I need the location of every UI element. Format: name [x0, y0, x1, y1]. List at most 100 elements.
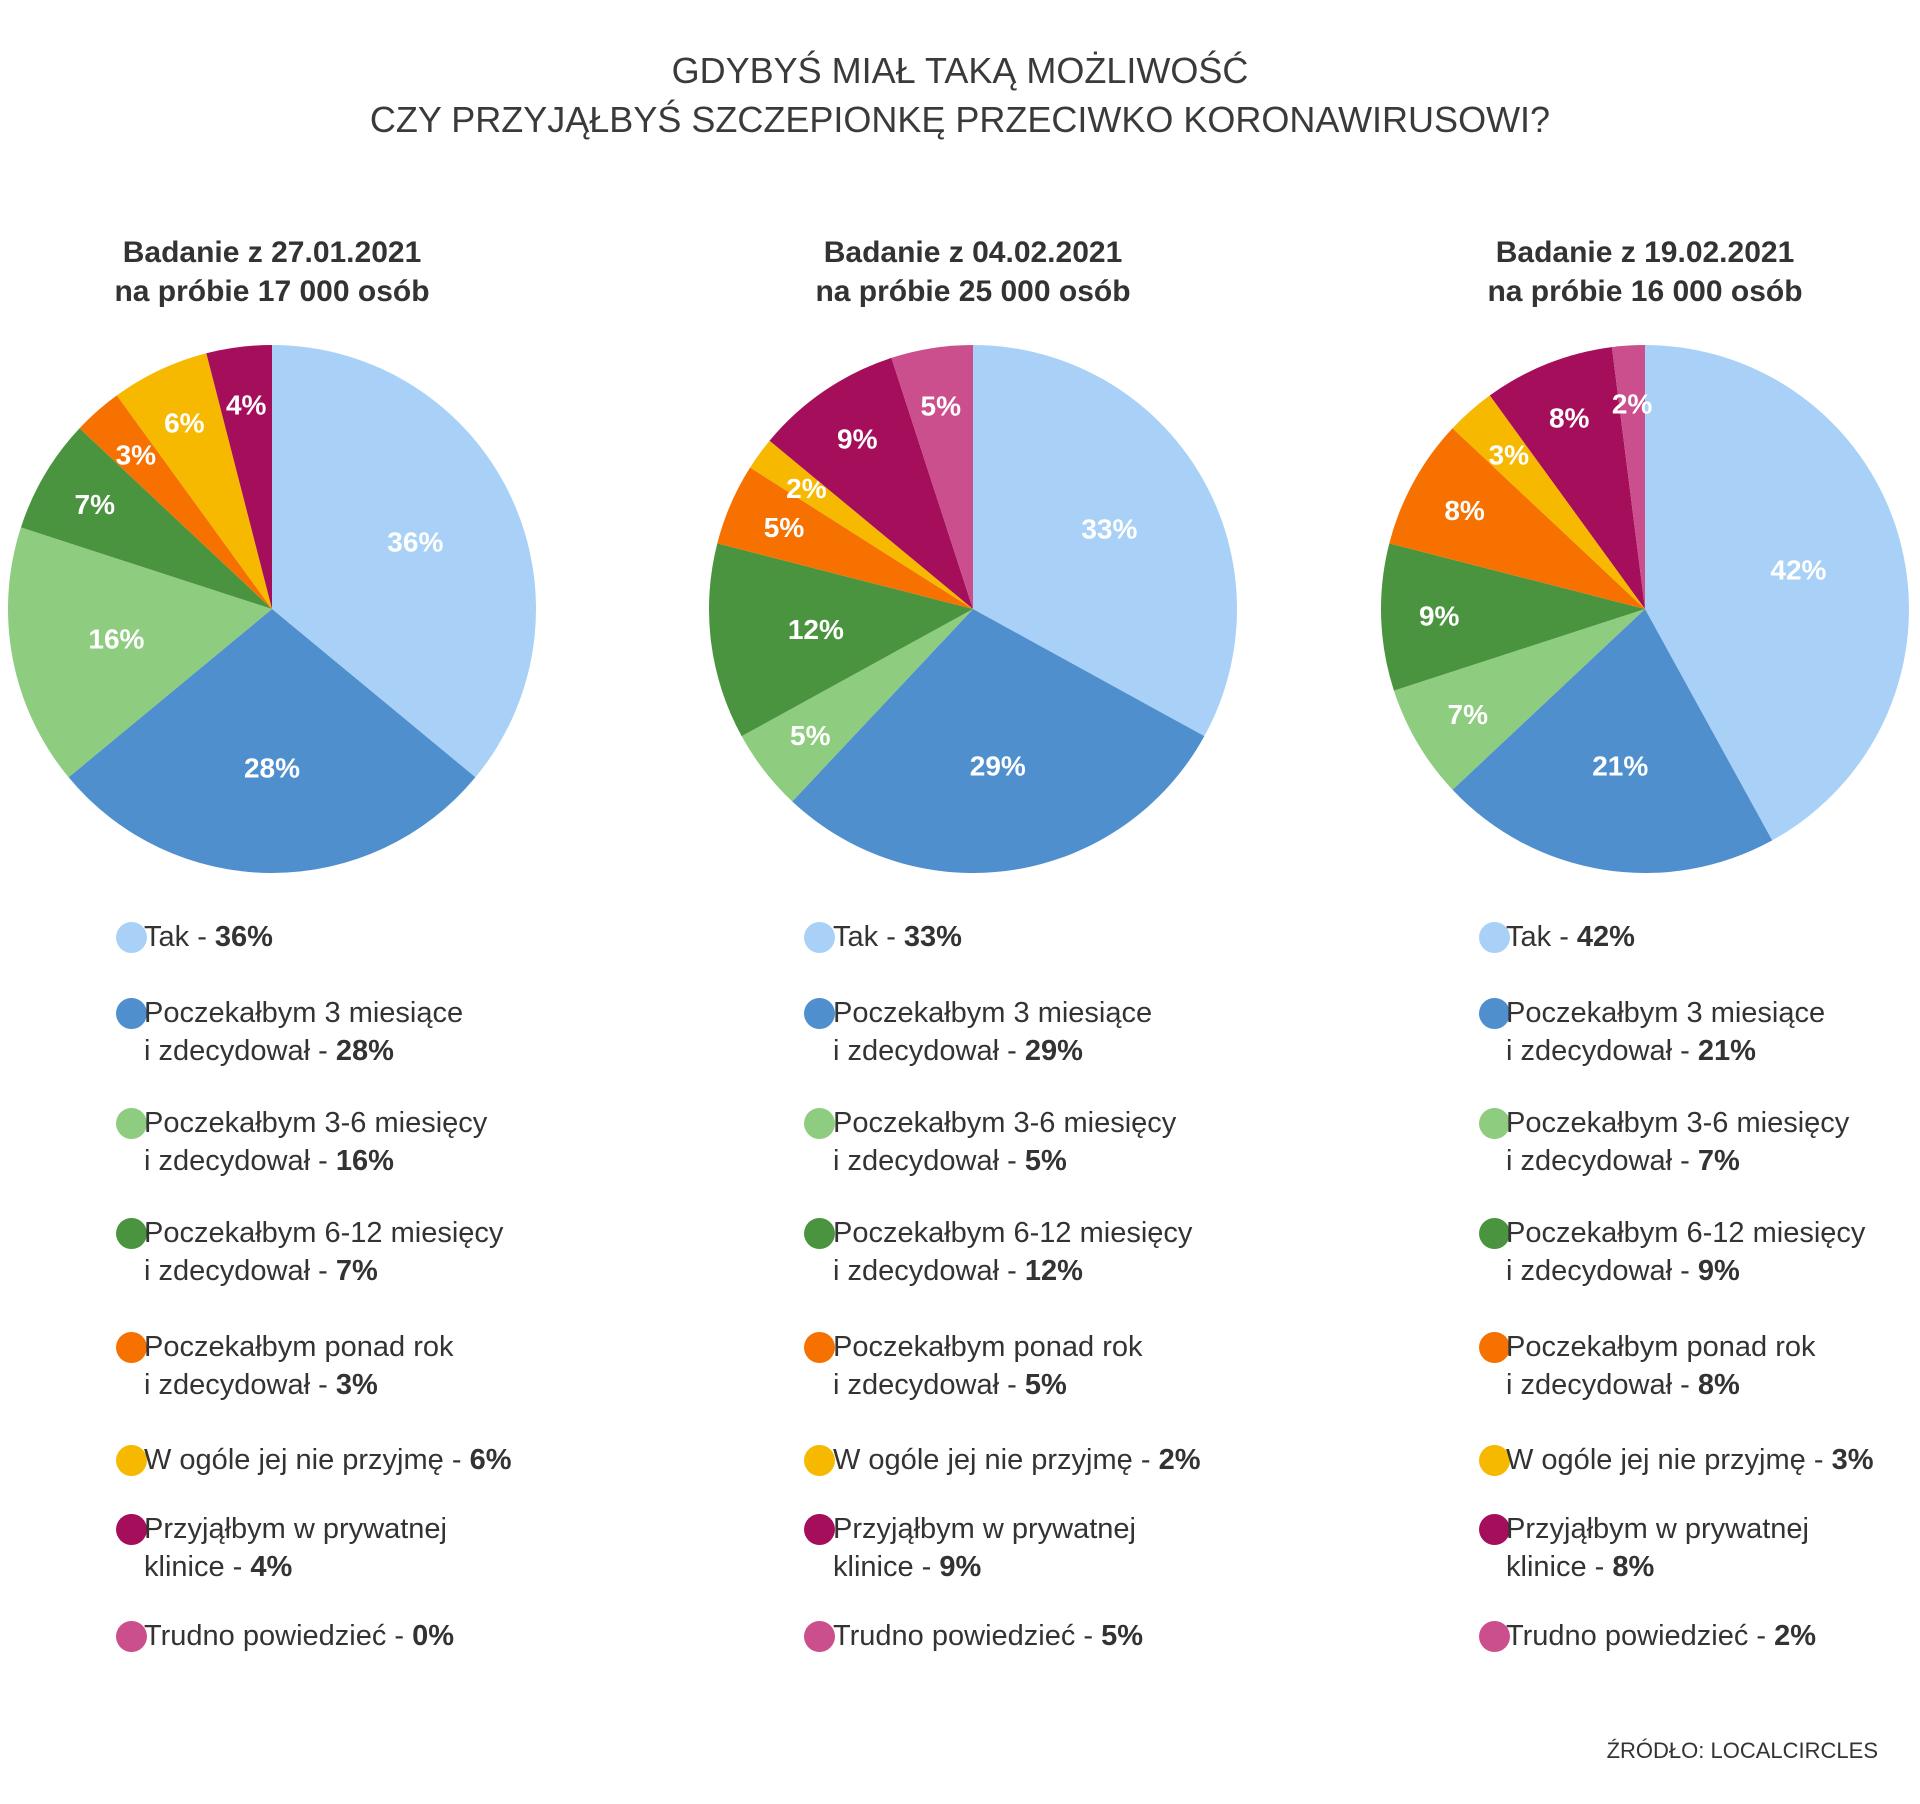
- chart-subtitle-1: Badanie z 27.01.2021: [122, 236, 422, 269]
- pie-slice: [1381, 543, 1645, 691]
- legend-item: Tak - 36%: [144, 921, 273, 953]
- legend-swatch: [804, 1445, 835, 1476]
- slice-data-label: 16%: [88, 624, 144, 655]
- legend-item: Przyjąłbym w prywatnej klinice - 9%: [833, 1513, 1136, 1583]
- pie-slice: [891, 345, 973, 609]
- legend-value: 3%: [1831, 1444, 1874, 1476]
- legend-value: 21%: [1697, 1035, 1756, 1067]
- legend-label-line2: i zdecydował: [144, 1255, 311, 1287]
- legend-value: 4%: [250, 1551, 293, 1583]
- title-line-2: CZY PRZYJĄŁBYŚ SZCZEPIONKĘ PRZECIWKO KOR…: [369, 99, 1551, 140]
- legend-swatch: [1479, 1621, 1510, 1652]
- legend-value: 3%: [335, 1369, 378, 1401]
- legend-label: W ogóle jej nie przyjmę: [1506, 1444, 1806, 1476]
- legend-label: Poczekałbym 6-12 miesięcy: [144, 1217, 504, 1249]
- legend-item: Poczekałbym 3 miesiące i zdecydował - 29%: [833, 997, 1153, 1067]
- legend-label-line2: i zdecydował: [144, 1035, 311, 1067]
- slice-data-label: 9%: [837, 424, 878, 455]
- slice-data-label: 2%: [1612, 388, 1653, 419]
- pie-slice: [973, 345, 1238, 737]
- legend-item: Trudno powiedzieć - 2%: [1506, 1620, 1817, 1652]
- pie-slice: [1393, 609, 1645, 790]
- legend-swatch: [1479, 998, 1510, 1029]
- legend-value: 33%: [903, 921, 962, 953]
- legend-label: Tak: [1506, 921, 1552, 953]
- legend-value: 28%: [335, 1035, 394, 1067]
- legend-label-line2: i zdecydował: [833, 1255, 1000, 1287]
- legend-label: Tak: [144, 921, 190, 953]
- pie-slice: [709, 543, 973, 737]
- legend-swatch: [804, 922, 835, 953]
- slice-data-label: 9%: [1419, 600, 1460, 631]
- legend-value: 42%: [1576, 921, 1635, 953]
- legend-label: Przyjąłbym w prywatnej: [144, 1513, 447, 1545]
- pie-slice: [7, 527, 272, 778]
- legend-label: Poczekałbym 3-6 miesięcy: [144, 1107, 488, 1139]
- legend-swatch: [116, 1108, 147, 1139]
- legend-swatch: [1479, 1108, 1510, 1139]
- legend-label-line2: i zdecydował: [833, 1369, 1000, 1401]
- legend-value: 9%: [1697, 1255, 1740, 1287]
- slice-data-label: 12%: [788, 614, 844, 645]
- legend-item: Poczekałbym 3 miesiące i zdecydował - 28%: [144, 997, 464, 1067]
- slice-data-label: 4%: [226, 390, 267, 421]
- pie-slice: [68, 609, 476, 873]
- legend-item: Poczekałbym 3-6 miesięcy i zdecydował - 7…: [1506, 1107, 1850, 1177]
- legend-label: Poczekałbym 3 miesiące: [833, 997, 1153, 1029]
- legend-item: W ogóle jej nie przyjmę - 6%: [144, 1444, 512, 1476]
- slice-data-label: 7%: [75, 489, 116, 520]
- legend-item: Poczekałbym 6-12 miesięcy i zdecydował - …: [833, 1217, 1193, 1287]
- legend-value: 36%: [214, 921, 273, 953]
- legend-swatch: [804, 1514, 835, 1545]
- legend-swatch: [116, 1445, 147, 1476]
- legend-label: Trudno powiedzieć: [1506, 1620, 1749, 1652]
- legend-value: 2%: [1158, 1444, 1201, 1476]
- legend-label: Poczekałbym 3 miesiące: [144, 997, 464, 1029]
- legend-swatch: [804, 998, 835, 1029]
- legend-label-line2: i zdecydował: [1506, 1255, 1673, 1287]
- pie-charts: 36%28%16%7%3%6%4%33%29%5%12%5%2%9%5%42%2…: [7, 345, 1909, 874]
- legend-label-line2: i zdecydował: [833, 1035, 1000, 1067]
- slice-data-label: 5%: [921, 391, 962, 422]
- legend-value: 16%: [335, 1145, 394, 1177]
- legend-swatch: [1479, 1445, 1510, 1476]
- slice-data-label: 5%: [764, 512, 805, 543]
- legend-label: Tak: [833, 921, 879, 953]
- legend-item: Poczekałbym 6-12 miesięcy i zdecydował - …: [144, 1217, 504, 1287]
- legend-swatch: [1479, 922, 1510, 953]
- slice-data-label: 33%: [1081, 513, 1137, 544]
- legend-label: Poczekałbym ponad rok: [833, 1331, 1143, 1363]
- pie-slice: [1489, 347, 1645, 609]
- slice-data-label: 3%: [1489, 440, 1530, 471]
- legend-swatch: [804, 1108, 835, 1139]
- slice-data-label: 42%: [1770, 555, 1826, 586]
- legend-swatch: [804, 1332, 835, 1363]
- legend-swatch: [116, 1332, 147, 1363]
- legend-label: Trudno powiedzieć: [144, 1620, 387, 1652]
- legend-value: 2%: [1774, 1620, 1817, 1652]
- pie-slice: [1389, 428, 1645, 609]
- slice-data-label: 6%: [164, 408, 205, 439]
- legend-item: Trudno powiedzieć - 5%: [833, 1620, 1144, 1652]
- legend-label: Poczekałbym ponad rok: [1506, 1331, 1816, 1363]
- legend-label: Poczekałbym ponad rok: [144, 1331, 454, 1363]
- slice-data-label: 8%: [1549, 403, 1590, 434]
- slice-data-label: 5%: [790, 720, 831, 751]
- slice-data-label: 28%: [244, 752, 300, 783]
- legend-swatch: [116, 1514, 147, 1545]
- legend-value: 5%: [1024, 1145, 1067, 1177]
- legend-swatch: [804, 1621, 835, 1652]
- pie-slice: [1645, 345, 1909, 841]
- pie-slice: [1452, 609, 1773, 874]
- legend-item: Trudno powiedzieć - 0%: [144, 1620, 455, 1652]
- pie-slice: [741, 609, 973, 802]
- legend-item: Poczekałbym ponad rok i zdecydował - 8%: [1506, 1331, 1816, 1401]
- pie-slice: [206, 345, 272, 609]
- legend-swatch: [116, 1218, 147, 1249]
- legend-item: Poczekałbym 3 miesiące i zdecydował - 21%: [1506, 997, 1826, 1067]
- legend-label-line2: i zdecydował: [1506, 1035, 1673, 1067]
- pie-slice: [1611, 345, 1645, 609]
- legend-value: 5%: [1101, 1620, 1144, 1652]
- chart-subtitle-1: Badanie z 19.02.2021: [1495, 236, 1795, 269]
